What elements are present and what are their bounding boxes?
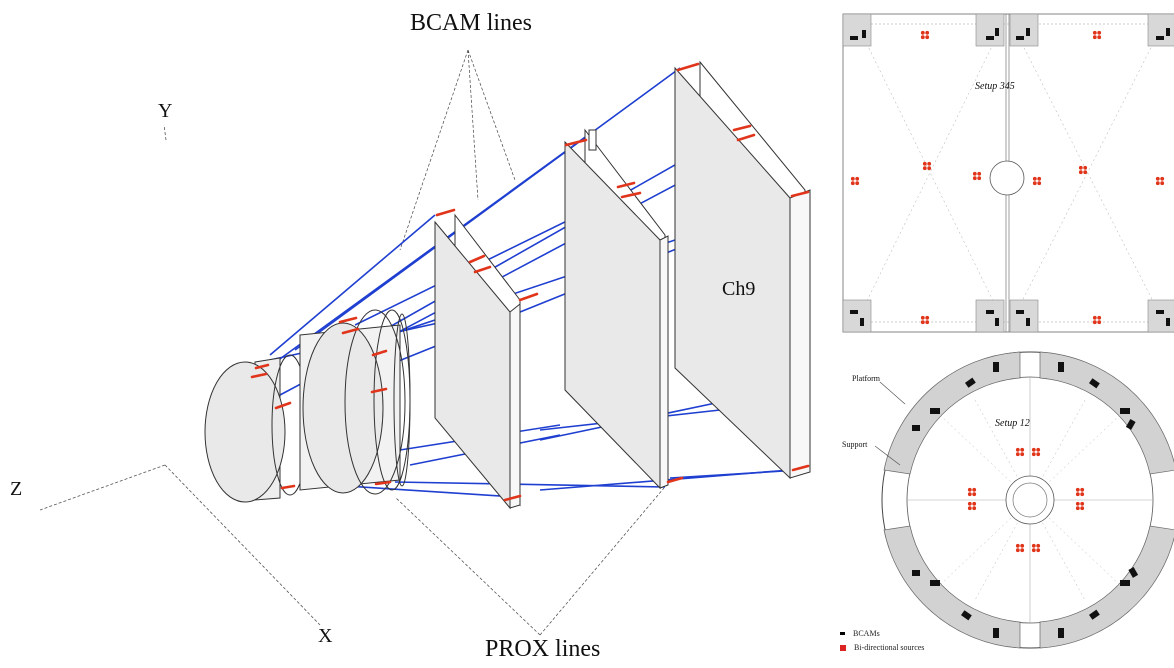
axes (39, 124, 321, 626)
x-axis-line (164, 464, 321, 626)
chamber-plates (434, 60, 811, 510)
station-cylinder-front (204, 361, 286, 503)
chamber-label: Ch9 (722, 278, 756, 300)
setup-12-panel (874, 351, 1174, 649)
inner-stations (204, 309, 411, 503)
setup-12-label: Setup 12 (995, 418, 1030, 429)
legend-sources-label: Bi-directional sources (854, 643, 925, 652)
support-label: Support (842, 440, 868, 449)
platform-label: Platform (852, 374, 880, 383)
red-markers (250, 62, 810, 502)
setup-345-panel (842, 13, 1174, 333)
central-hole (989, 160, 1025, 196)
axis-y-label: Y (158, 100, 173, 122)
bcam-blocks (912, 362, 1139, 638)
axis-z-label: Z (10, 478, 23, 500)
label-pointers (394, 49, 665, 636)
bcam-lines-label: BCAM lines (410, 10, 533, 36)
setup-345-label: Setup 345 (975, 81, 1015, 92)
z-axis-line (39, 464, 166, 511)
legend-sources: Bi-directional sources (840, 643, 924, 652)
legend-bcams-label: BCAMs (853, 629, 880, 638)
y-axis-line (163, 124, 167, 141)
bidirectional-source-icon (840, 644, 846, 651)
perspective-diagram (39, 49, 811, 636)
axis-x-label: X (318, 625, 333, 647)
station-cylinder-middle (302, 322, 384, 494)
prox-lines-label: PROX lines (485, 636, 601, 662)
platforms (883, 351, 1174, 649)
legend-bcams: BCAMs (840, 629, 880, 638)
bcam-marker-icon (840, 632, 845, 635)
